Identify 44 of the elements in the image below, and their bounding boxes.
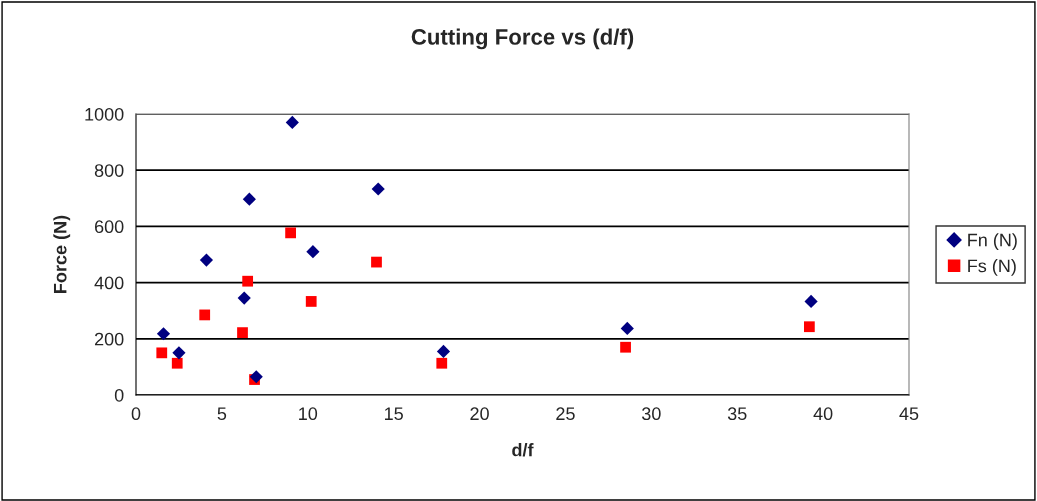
y-axis-title: Force (N): [53, 215, 71, 293]
point: [172, 346, 186, 360]
point: [371, 256, 382, 268]
y-tick-label: 400: [94, 276, 124, 290]
point: [285, 227, 296, 239]
point: [436, 357, 448, 369]
x-tick-label: 10: [299, 407, 318, 421]
point: [171, 357, 183, 369]
point: [620, 321, 634, 335]
point: [620, 341, 631, 353]
y-tick-label: 0: [114, 388, 124, 402]
x-tick-label: 0: [131, 407, 141, 421]
point: [306, 245, 320, 259]
x-tick-label: 25: [556, 407, 575, 421]
point: [249, 370, 263, 384]
x-axis-title: d/f: [512, 443, 534, 457]
point: [199, 253, 214, 267]
point: [803, 321, 815, 333]
legend-label: Fs (N): [968, 259, 1016, 276]
point: [199, 309, 211, 321]
point: [305, 296, 317, 307]
y-tick-label: 800: [94, 164, 124, 177]
y-tick-label: 600: [94, 220, 124, 234]
point: [285, 115, 299, 130]
point: [242, 275, 254, 287]
x-tick-label: 35: [727, 407, 747, 421]
x-tick-label: 5: [217, 407, 227, 421]
point: [371, 182, 385, 196]
x-tick-label: 20: [470, 407, 489, 421]
y-tick-label: 1000: [85, 107, 124, 121]
x-tick-label: 45: [899, 407, 919, 421]
point: [804, 294, 818, 309]
point: [242, 192, 256, 206]
point: [237, 327, 248, 338]
point: [156, 327, 171, 341]
point: [436, 344, 451, 359]
x-tick-label: 15: [385, 407, 403, 421]
x-tick-label: 30: [641, 407, 661, 421]
legend-label: Fn (N): [968, 233, 1017, 250]
y-tick-label: 200: [94, 332, 124, 346]
point: [156, 347, 168, 359]
point: [237, 291, 251, 305]
chart-title: Cutting Force vs (d/f): [411, 28, 634, 50]
x-tick-label: 40: [813, 407, 833, 421]
